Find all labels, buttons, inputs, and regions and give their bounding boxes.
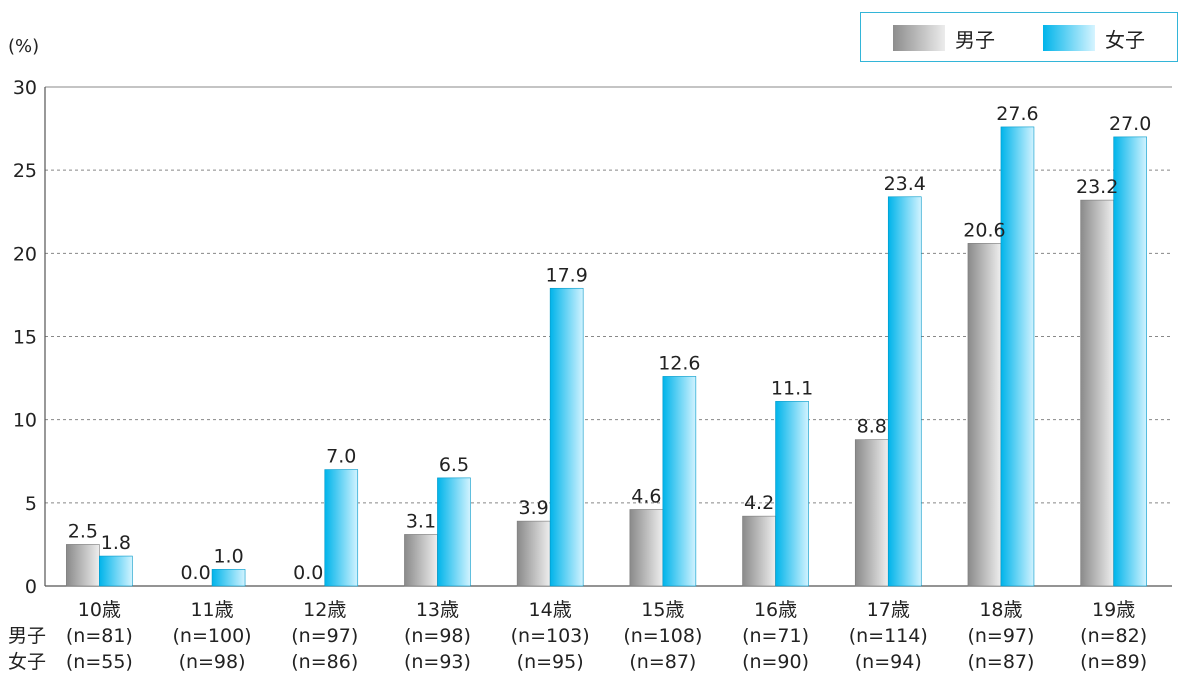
bar-female (549, 287, 584, 587)
x-n-female-label: (n=55) (66, 651, 133, 673)
bar-male (404, 534, 438, 587)
x-n-female-label: (n=90) (742, 651, 809, 673)
y-tick-label: 5 (25, 493, 37, 515)
data-label-male: 0.0 (180, 562, 210, 584)
data-label-male: 4.6 (631, 485, 661, 507)
x-category-label: 13歳 (416, 599, 459, 621)
y-tick-label: 10 (13, 410, 37, 432)
data-label-female: 7.0 (326, 446, 356, 468)
bar-male (516, 520, 551, 587)
bar-female (437, 477, 471, 587)
data-label-male: 4.2 (744, 492, 774, 514)
data-label-female: 27.6 (996, 103, 1038, 125)
labels-layer: 0510152025302.51.810歳(n=81)(n=55)0.01.01… (8, 77, 1151, 673)
bar-female (1000, 126, 1035, 587)
x-n-male-label: (n=103) (511, 625, 590, 647)
y-axis-unit: (%) (8, 36, 40, 57)
x-category-label: 10歳 (78, 599, 121, 621)
x-n-male-label: (n=97) (291, 625, 358, 647)
data-label-female: 23.4 (884, 173, 926, 195)
legend-label-male: 男子 (955, 27, 995, 52)
x-n-female-label: (n=94) (855, 651, 922, 673)
bar-female (1113, 136, 1147, 587)
bar-female (775, 401, 809, 587)
x-category-label: 12歳 (303, 599, 346, 621)
bar-male (854, 439, 889, 587)
bar-female (662, 376, 697, 587)
legend-item-female: 女子 (1043, 25, 1145, 52)
legend-label-female: 女子 (1105, 27, 1145, 52)
bar-male (629, 509, 664, 587)
data-label-male: 3.1 (406, 510, 436, 532)
x-n-female-label: (n=95) (517, 651, 584, 673)
data-label-female: 12.6 (658, 352, 700, 374)
bar-male (66, 544, 100, 587)
x-n-male-label: (n=81) (66, 625, 133, 647)
x-n-female-label: (n=87) (629, 651, 696, 673)
x-category-label: 16歳 (754, 599, 797, 621)
y-tick-label: 30 (13, 77, 37, 99)
bar-male (742, 515, 776, 587)
data-label-male: 20.6 (963, 219, 1005, 241)
row-label-male: 男子 (8, 625, 46, 647)
data-label-male: 3.9 (519, 497, 549, 519)
data-label-male: 2.5 (68, 520, 98, 542)
y-tick-label: 25 (13, 160, 37, 182)
y-tick-label: 0 (25, 576, 37, 598)
bars-layer (66, 126, 1147, 587)
y-tick-label: 20 (13, 243, 37, 265)
bar-female (887, 196, 922, 587)
y-tick-label: 15 (13, 327, 37, 349)
legend-swatch-female (1043, 25, 1095, 51)
legend-swatch-male (893, 25, 945, 51)
row-label-female: 女子 (8, 651, 46, 673)
bar-female (99, 555, 133, 587)
x-n-male-label: (n=82) (1080, 625, 1147, 647)
data-label-male: 23.2 (1076, 176, 1118, 198)
x-n-male-label: (n=108) (623, 625, 702, 647)
data-label-female: 27.0 (1109, 113, 1151, 135)
x-category-label: 19歳 (1092, 599, 1135, 621)
x-n-male-label: (n=98) (404, 625, 471, 647)
bar-male (967, 243, 1002, 587)
x-n-female-label: (n=86) (291, 651, 358, 673)
bar-female (211, 569, 246, 587)
x-n-female-label: (n=89) (1080, 651, 1147, 673)
legend: 男子 女子 (860, 12, 1178, 62)
x-category-label: 18歳 (979, 599, 1022, 621)
data-label-male: 0.0 (293, 562, 323, 584)
bar-male (1080, 199, 1114, 587)
x-n-male-label: (n=100) (173, 625, 252, 647)
x-category-label: 14歳 (529, 599, 572, 621)
legend-item-male: 男子 (893, 25, 995, 52)
data-label-male: 8.8 (857, 416, 887, 438)
bar-female (324, 469, 359, 587)
x-n-male-label: (n=114) (849, 625, 928, 647)
x-n-female-label: (n=87) (967, 651, 1034, 673)
data-label-female: 11.1 (771, 377, 813, 399)
x-category-label: 11歳 (190, 599, 233, 621)
x-n-female-label: (n=93) (404, 651, 471, 673)
data-label-female: 17.9 (545, 264, 587, 286)
x-n-male-label: (n=97) (967, 625, 1034, 647)
x-category-label: 15歳 (641, 599, 684, 621)
x-n-female-label: (n=98) (179, 651, 246, 673)
data-label-female: 1.8 (101, 532, 131, 554)
data-label-female: 1.0 (213, 545, 243, 567)
x-category-label: 17歳 (867, 599, 910, 621)
data-label-female: 6.5 (439, 454, 469, 476)
x-n-male-label: (n=71) (742, 625, 809, 647)
